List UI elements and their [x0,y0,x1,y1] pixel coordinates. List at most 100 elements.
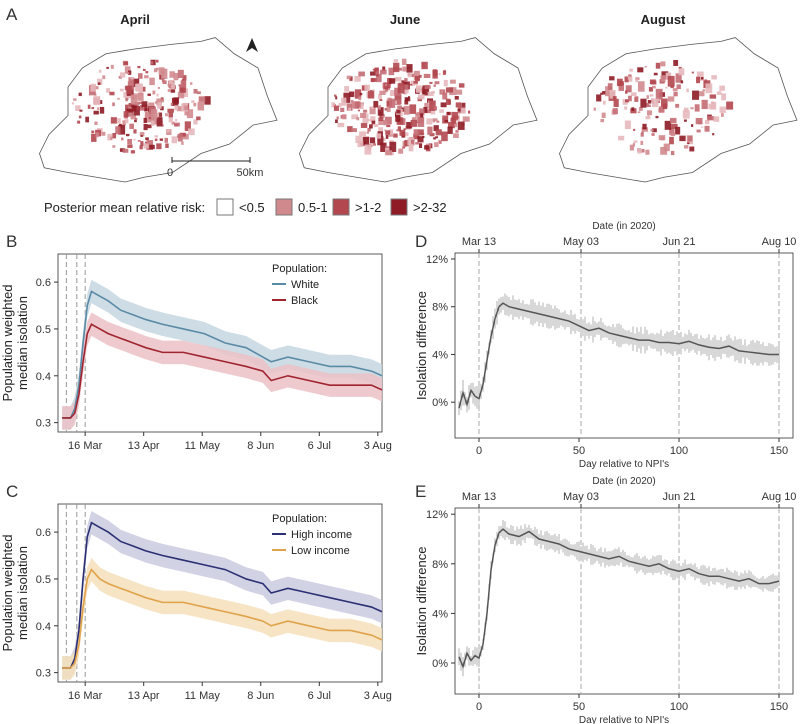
map-district-patch [161,77,165,82]
map-district-patch [360,112,366,119]
map-district-patch [430,108,436,115]
map-district-patch [139,145,143,150]
map-title-august: August [641,12,686,27]
map-district-patch [191,100,195,103]
map-district-patch [118,124,126,135]
map-district-patch [359,103,364,110]
map-district-patch [143,143,149,149]
series-line-0 [62,521,383,669]
map-district-patch [135,105,139,110]
map-district-patch [439,109,444,113]
map-district-patch [123,111,129,118]
map-district-patch [596,94,602,102]
map-district-patch [390,150,394,156]
map-district-patch [710,101,717,110]
map-district-patch [380,142,387,152]
map-district-patch [651,133,655,136]
map-district-patch [77,120,81,124]
map-district-patch [112,145,116,148]
map-district-patch [607,83,613,91]
map-district-patch [417,136,424,143]
map-district-patch [168,82,176,90]
map-district-patch [397,126,402,132]
y-tick-label: 0% [432,397,448,409]
map-district-patch [351,114,359,120]
map-district-patch [455,102,462,108]
map-district-patch [350,128,357,133]
map-district-patch [160,99,165,103]
plot-frame [57,253,383,433]
map-district-patch [377,136,384,146]
map-district-patch [372,89,375,92]
map-district-patch [91,106,95,110]
map-district-patch [667,75,675,87]
map-district-patch [635,77,640,81]
map-district-patch [721,93,726,101]
map-district-patch [720,113,724,117]
x-tick-label: 100 [670,701,688,713]
map-outline [39,37,278,183]
map-district-patch [423,73,431,78]
map-district-patch [652,85,656,89]
map-district-patch [435,136,439,139]
map-district-patch [600,92,603,95]
map-district-patch [134,119,137,123]
map-district-patch [156,117,163,127]
map-district-patch [376,133,382,139]
map-district-patch [631,107,635,111]
map-district-patch [709,94,717,99]
map-district-patch [126,72,130,75]
map-district-patch [640,98,647,108]
map-district-patch [168,117,173,123]
map-district-patch [370,106,375,109]
series-line [458,302,779,409]
map-district-patch [705,83,713,94]
map-district-patch [99,100,103,105]
map-district-patch [122,148,129,153]
top-tick-label: Mar 13 [462,491,496,503]
map-district-patch [160,68,168,79]
map-district-patch [442,70,446,75]
map-district-patch [609,90,616,99]
legend-entry: High income [291,529,352,541]
map-district-patch [370,71,376,76]
map-district-patch [137,65,141,69]
map-district-patch [95,132,99,138]
map-district-patch [408,143,414,152]
map-district-patch [417,129,424,136]
panel-letter-d: D [415,232,427,251]
map-district-patch [658,135,666,141]
map-district-patch [101,131,106,136]
map-district-patch [110,117,117,124]
map-title-april: April [120,12,150,27]
map-district-patch [455,130,459,133]
map-district-patch [174,105,178,111]
risk-legend-swatch-3 [332,198,350,216]
map-district-patch [637,81,645,92]
map-district-patch [123,61,129,65]
map-district-patch [652,128,657,133]
map-district-patch [126,85,133,95]
y-axis-label: Isolation difference [414,291,429,400]
top-tick-label: Jun 21 [662,491,695,503]
x-tick-label: 0 [476,445,482,457]
map-district-patch [663,143,670,152]
map-district-patch [653,72,658,76]
map-district-patch [426,118,433,125]
x-axis-label: Day relative to NPI's [579,715,669,724]
x-tick-label: 3 Aug [364,440,392,452]
map-district-patch [140,141,144,147]
map-district-patch [78,92,82,97]
map-district-patch [145,141,148,145]
map-district-patch [402,146,405,149]
x-axis-label: Day relative to NPI's [579,459,669,470]
map-district-patch [132,78,140,88]
map-district-patch [71,102,74,105]
map-district-patch [398,148,404,154]
map-district-patch [378,119,386,125]
map-district-patch [658,106,665,113]
map-district-patch [629,144,635,151]
map-district-patch [404,139,409,147]
map-district-patch [170,102,174,107]
map-district-patch [401,58,407,65]
